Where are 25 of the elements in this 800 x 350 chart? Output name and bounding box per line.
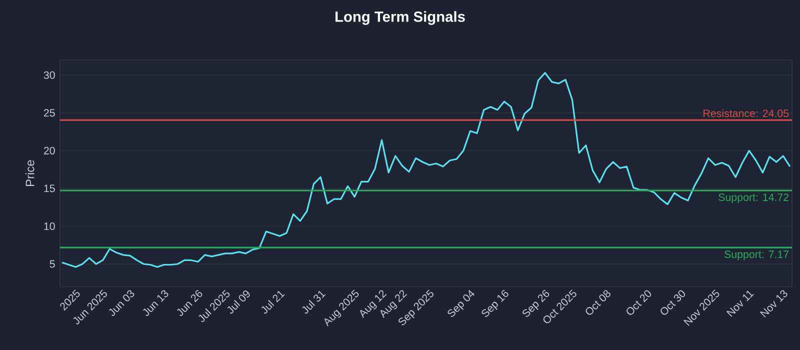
x-tick-label: Jul 21 [261,290,285,314]
x-tick-label: Jun 03 [109,290,134,316]
x-tick-label: Oct 20 [626,290,652,315]
x-tick-label: Sep 26 [522,290,550,317]
x-tick-label: Nov 13 [760,290,788,318]
x-tick-label: Oct 30 [660,290,686,315]
ref-line-label: Resistance: 24.05 [704,109,789,118]
y-tick-label: 15 [44,184,55,192]
x-tick-label: Jun 26 [177,290,202,316]
x-tick-label: Nov 11 [726,290,754,317]
y-tick-label: 30 [44,71,55,79]
ref-line-label: Support: 14.72 [718,193,789,204]
y-tick-label: 25 [44,109,55,117]
y-tick-label: 5 [50,260,55,268]
x-tick-label: Jun 13 [143,290,168,316]
y-tick-label: 20 [44,146,55,154]
x-tick-label: Jul 31 [302,290,326,314]
chart-title: Long Term Signals [336,11,465,25]
x-tick-label: Sep 04 [448,290,475,317]
line-series [61,72,791,268]
x-tick-label: Sep 16 [482,290,508,317]
y-axis-title: Price [25,160,34,186]
ref-line-label: Support: 7.17 [724,250,789,260]
x-tick-label: Oct 08 [586,290,610,315]
y-tick-label: 10 [44,222,55,230]
